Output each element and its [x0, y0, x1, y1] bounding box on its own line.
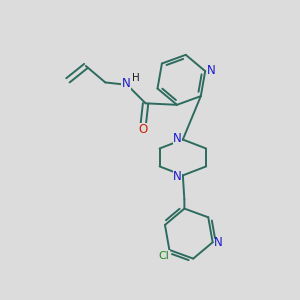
Text: N: N	[173, 170, 182, 183]
Text: N: N	[122, 77, 130, 90]
Text: O: O	[138, 123, 147, 136]
Text: N: N	[173, 132, 182, 145]
Text: Cl: Cl	[159, 251, 170, 261]
Text: N: N	[214, 236, 223, 249]
Text: N: N	[207, 64, 216, 77]
Text: H: H	[132, 73, 140, 83]
